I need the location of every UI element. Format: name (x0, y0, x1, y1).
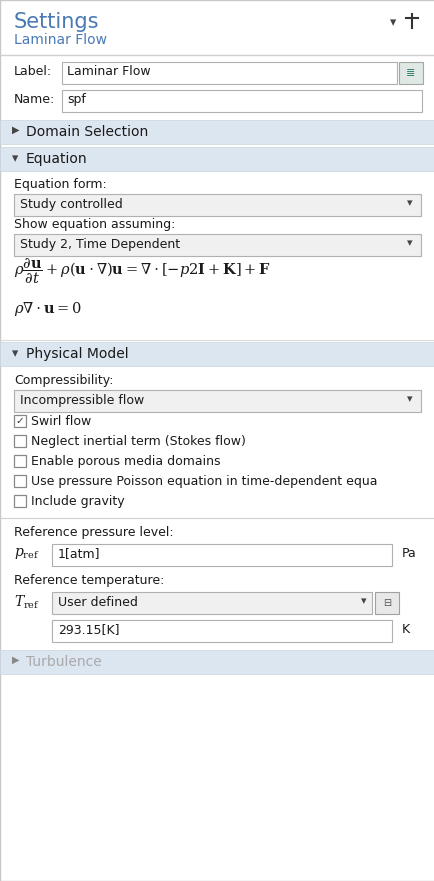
Text: $T_{\mathrm{ref}}$: $T_{\mathrm{ref}}$ (14, 594, 40, 611)
Text: ✓: ✓ (16, 416, 24, 426)
Text: Pa: Pa (401, 547, 416, 560)
Text: $\rho\nabla\cdot\mathbf{u}=0$: $\rho\nabla\cdot\mathbf{u}=0$ (14, 300, 82, 318)
Text: Domain Selection: Domain Selection (26, 125, 148, 139)
FancyBboxPatch shape (52, 620, 391, 642)
FancyBboxPatch shape (14, 390, 420, 412)
Text: Use pressure Poisson equation in time-dependent equa: Use pressure Poisson equation in time-de… (31, 475, 377, 488)
Text: User defined: User defined (58, 596, 138, 609)
FancyBboxPatch shape (14, 194, 420, 216)
Text: spf: spf (67, 93, 85, 106)
FancyBboxPatch shape (398, 62, 422, 84)
Text: ▾: ▾ (406, 198, 412, 208)
Text: Reference temperature:: Reference temperature: (14, 574, 164, 587)
Text: Study 2, Time Dependent: Study 2, Time Dependent (20, 238, 180, 251)
FancyBboxPatch shape (14, 415, 26, 427)
Text: $p_{\mathrm{ref}}$: $p_{\mathrm{ref}}$ (14, 546, 39, 561)
Text: Reference pressure level:: Reference pressure level: (14, 526, 173, 539)
Text: ⊟: ⊟ (382, 598, 390, 608)
Text: Incompressible flow: Incompressible flow (20, 394, 144, 407)
FancyBboxPatch shape (0, 342, 434, 366)
Text: ▶: ▶ (12, 655, 20, 665)
Text: ▾: ▾ (360, 596, 366, 606)
Text: ▾: ▾ (389, 16, 395, 29)
Text: Swirl flow: Swirl flow (31, 415, 91, 428)
Text: ▾: ▾ (406, 238, 412, 248)
Text: Laminar Flow: Laminar Flow (14, 33, 107, 47)
Text: ▾: ▾ (406, 394, 412, 404)
Text: Compressibility:: Compressibility: (14, 374, 113, 387)
Text: Physical Model: Physical Model (26, 347, 128, 361)
FancyBboxPatch shape (14, 495, 26, 507)
FancyBboxPatch shape (0, 147, 434, 171)
Text: Neglect inertial term (Stokes flow): Neglect inertial term (Stokes flow) (31, 435, 245, 448)
Text: ▾: ▾ (12, 152, 18, 165)
FancyBboxPatch shape (14, 435, 26, 447)
Text: Turbulence: Turbulence (26, 655, 102, 669)
FancyBboxPatch shape (14, 475, 26, 487)
Text: ▶: ▶ (12, 125, 20, 135)
Text: ≣: ≣ (405, 68, 415, 78)
FancyBboxPatch shape (374, 592, 398, 614)
FancyBboxPatch shape (14, 455, 26, 467)
Text: ▾: ▾ (12, 347, 18, 360)
FancyBboxPatch shape (62, 62, 396, 84)
FancyBboxPatch shape (0, 650, 434, 674)
FancyBboxPatch shape (14, 234, 420, 256)
Text: 1[atm]: 1[atm] (58, 547, 100, 560)
FancyBboxPatch shape (52, 592, 371, 614)
Text: $\rho\dfrac{\partial\mathbf{u}}{\partial t} + \rho(\mathbf{u}\cdot\nabla)\mathbf: $\rho\dfrac{\partial\mathbf{u}}{\partial… (14, 256, 270, 285)
FancyBboxPatch shape (62, 90, 421, 112)
Text: Study controlled: Study controlled (20, 198, 122, 211)
Text: Show equation assuming:: Show equation assuming: (14, 218, 175, 231)
Text: Settings: Settings (14, 12, 99, 32)
Text: Include gravity: Include gravity (31, 495, 124, 508)
Text: Name:: Name: (14, 93, 55, 106)
Text: K: K (401, 623, 409, 636)
Text: Equation form:: Equation form: (14, 178, 106, 191)
Text: 293.15[K]: 293.15[K] (58, 623, 119, 636)
Text: Equation: Equation (26, 152, 87, 166)
Text: Label:: Label: (14, 65, 52, 78)
FancyBboxPatch shape (52, 544, 391, 566)
FancyBboxPatch shape (0, 120, 434, 144)
Text: Enable porous media domains: Enable porous media domains (31, 455, 220, 468)
Text: Laminar Flow: Laminar Flow (67, 65, 150, 78)
